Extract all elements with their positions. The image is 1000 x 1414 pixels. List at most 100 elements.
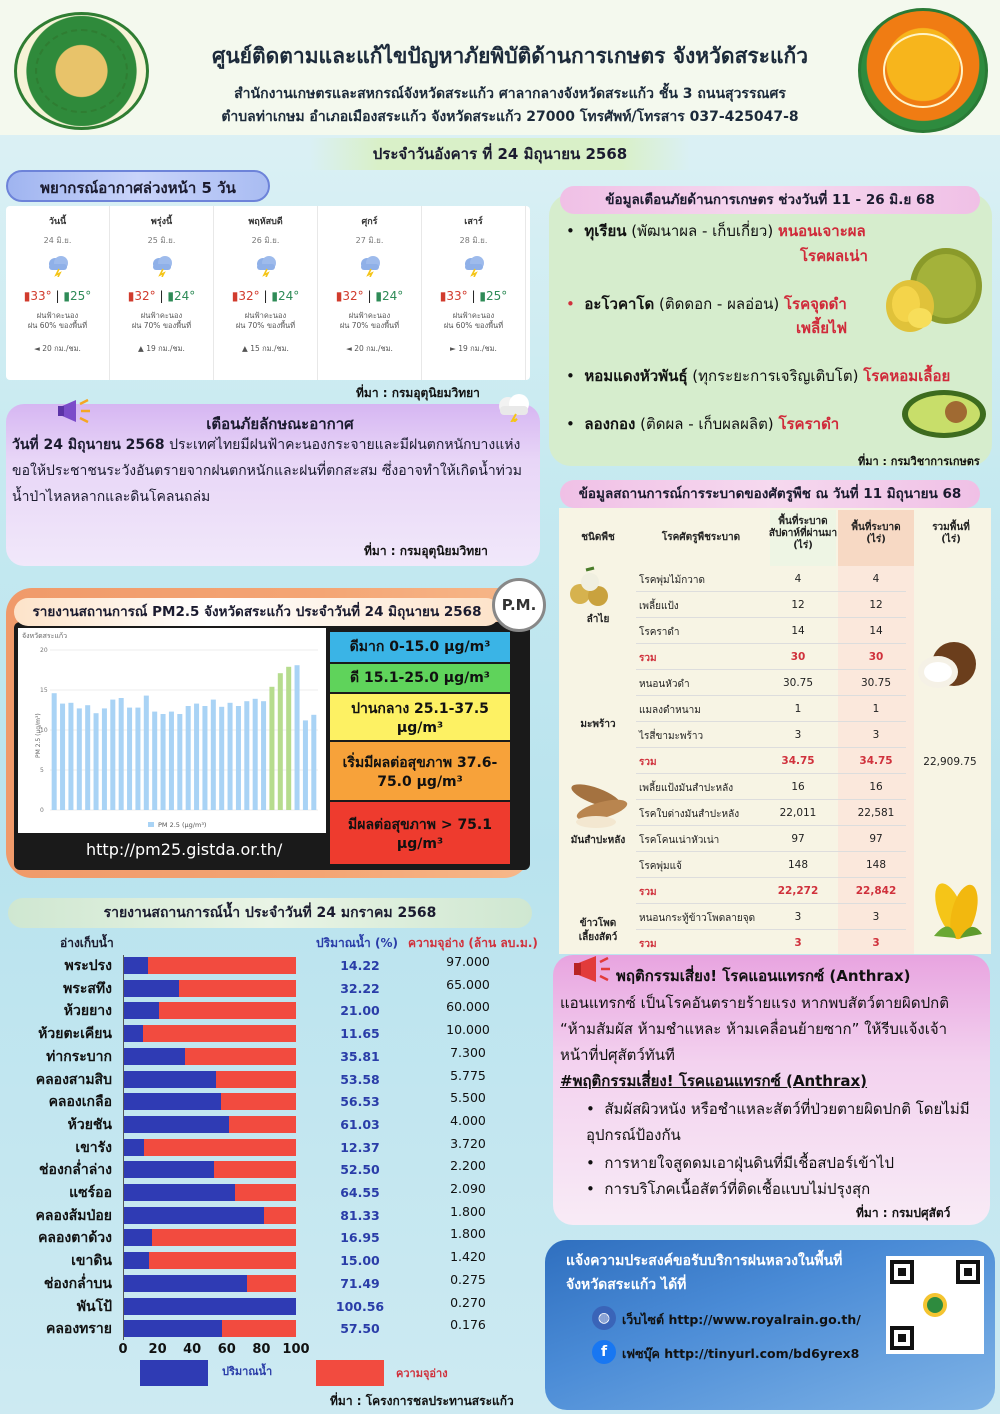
pest-total: 22,909.75	[923, 756, 977, 768]
reservoir-name: คลองสามสิบ	[35, 1071, 112, 1088]
pest-crop-longan: ลำไย	[586, 614, 610, 625]
reservoir-bar	[123, 1320, 296, 1338]
forecast-rain-type: ฝนฟ้าคะนอง	[452, 311, 495, 320]
reservoir-bar	[123, 1115, 296, 1133]
anthrax-box	[553, 955, 990, 1225]
pest-area-last-week: 22,272	[777, 885, 819, 897]
pm25-bar	[269, 686, 275, 810]
pest-col-b-bg	[838, 566, 914, 954]
pest-row-divider	[636, 877, 906, 878]
pm25-bar	[68, 702, 74, 810]
pest-area-current: 16	[869, 781, 883, 793]
pm25-bar	[160, 714, 166, 810]
pest-crop-coconut: มะพร้าว	[580, 719, 616, 730]
reservoir-percent: 15.00	[340, 1253, 380, 1269]
thermometer-icon: ▮	[167, 289, 174, 303]
megaphone-icon	[56, 394, 96, 428]
reservoir-name: เขาดิน	[71, 1253, 112, 1270]
legend-fill-swatch	[140, 1360, 208, 1386]
reservoir-bar-fill	[123, 1274, 247, 1292]
reservoir-bar	[123, 957, 296, 974]
forecast-rain-type: ฝนฟ้าคะนอง	[244, 311, 287, 320]
thermometer-icon: ▮	[335, 289, 343, 303]
forecast-rain-type: ฝนฟ้าคะนอง	[348, 311, 391, 320]
royal-rain-website[interactable]: เว็บไซต์ http://www.royalrain.go.th/	[622, 1312, 861, 1327]
pest-name: โรคโคนเน่าหัวเน่า	[639, 835, 720, 846]
reservoir-name: ช่องกล่ำบน	[43, 1275, 112, 1292]
reservoir-capacity: 60.000	[446, 999, 490, 1015]
reservoir-percent: 100.56	[335, 1298, 385, 1314]
reservoir-percent: 81.33	[340, 1207, 380, 1223]
forecast-temp-high: 33°	[30, 289, 52, 303]
pm25-url[interactable]: http://pm25.gistda.or.th/	[86, 840, 283, 859]
anthrax-title: พฤติกรรมเสี่ยง! โรคแอนแทรกซ์ (Anthrax)	[616, 967, 911, 985]
pest-row-divider	[636, 591, 906, 592]
pm25-chart-label: จังหวัดสระแก้ว	[22, 632, 67, 640]
legend-cap-swatch	[316, 1360, 384, 1386]
pest-area-last-week: 34.75	[781, 755, 815, 767]
reservoir-percent: 61.03	[340, 1116, 380, 1132]
royal-rain-text-1: แจ้งความประสงค์ขอรับบริการฝนหลวงในพื้นที…	[566, 1253, 843, 1269]
pest-area-current: 3	[872, 937, 880, 949]
longan-image	[566, 566, 614, 610]
reservoir-percent: 71.49	[340, 1275, 380, 1291]
reservoir-capacity: 7.300	[450, 1044, 486, 1060]
weather-alert-text: วันที่ 24 มิถุนายน 2568 ประเทศไทยมีฝนฟ้า…	[12, 432, 537, 510]
reservoir-capacity: 0.270	[450, 1294, 486, 1310]
pest-area-last-week: 3	[794, 911, 802, 923]
anthrax-source: ที่มา : กรมปศุสัตว์	[856, 1206, 951, 1220]
reservoir-capacity: 2.090	[450, 1181, 486, 1196]
reservoir-percent: 57.50	[340, 1321, 380, 1337]
pest-name: โรคพุ่มแจ้	[639, 861, 682, 872]
reservoir-bar	[123, 1002, 296, 1020]
forecast-temp-high: 33°	[446, 289, 468, 303]
province-logo	[858, 8, 988, 133]
pest-crop-corn: ข้าวโพด	[579, 918, 617, 929]
pest-area-current: 34.75	[859, 755, 893, 767]
pm25-bar	[60, 703, 66, 810]
reservoir-bar-fill	[123, 979, 179, 997]
pest-area-last-week: 148	[787, 859, 809, 871]
forecast-temp-low: 24°	[277, 289, 300, 303]
pest-row-divider	[636, 773, 906, 774]
reservoir-capacity: 10.000	[446, 1022, 490, 1038]
pm25-bar	[152, 711, 158, 810]
warning-item-avocado-disease-2: เพลี้ยไฟ	[796, 319, 848, 337]
reservoir-percent: 21.00	[340, 1003, 380, 1019]
qr-code[interactable]	[886, 1256, 984, 1354]
forecast-rain-chance: ฝน 70% ของพื้นที่	[339, 321, 400, 330]
thermometer-icon: ▮	[63, 289, 70, 303]
weather-alert-source: ที่มา : กรมอุตุนิยมวิทยา	[364, 544, 488, 558]
pest-head-b: พื้นที่ระบาด (ไร่)	[851, 522, 901, 545]
forecast-day-name: วันนี้	[48, 217, 67, 227]
forecast-day-name: พฤหัสบดี	[248, 217, 283, 227]
forecast-temp-low: 24°	[173, 289, 196, 303]
reservoir-capacity: 65.000	[446, 976, 490, 992]
forecast-temp-low: 25°	[69, 289, 92, 303]
reservoir-name: พระสทึง	[63, 980, 112, 997]
pest-area-current: 3	[872, 729, 880, 741]
reservoir-bar	[123, 1252, 296, 1270]
pest-area-last-week: 3	[794, 937, 802, 949]
reservoir-capacity: 4.000	[450, 1112, 486, 1128]
forecast-rain-chance: ฝน 70% ของพื้นที่	[235, 321, 296, 330]
pest-row-divider	[636, 799, 906, 800]
pest-row-divider	[636, 669, 906, 670]
legend-fill-label: ปริมาณน้ำ	[222, 1365, 273, 1378]
forecast-panel: วันนี้ 24 มิ.ย. ▮33° | ▮25° ฝนฟ้าคะนอง ฝน 60…	[6, 206, 530, 380]
royal-rain-facebook[interactable]: เฟซบุ๊ค http://tinyurl.com/bd6yrex8	[622, 1346, 860, 1361]
reservoir-percent: 56.53	[340, 1094, 380, 1110]
pm25-bar	[101, 708, 107, 810]
office-address-line-2: ตำบลท่าเกษม อำเภอเมืองสระแก้ว จังหวัดสระ…	[221, 109, 799, 125]
reservoir-capacity: 5.775	[450, 1067, 486, 1083]
reservoir-percent: 16.95	[340, 1230, 380, 1246]
pest-area-last-week: 12	[791, 599, 805, 611]
water-axis-tick: 0	[118, 1342, 128, 1357]
forecast-title: พยากรณ์อากาศล่วงหน้า 5 วัน	[6, 170, 270, 202]
water-title: รายงานสถานการณ์น้ำ ประจำวันที่ 24 มกราคม…	[8, 898, 532, 928]
reservoir-bar-fill	[123, 1297, 296, 1315]
pest-name: เพลี้ยแป้ง	[639, 601, 679, 612]
water-axis-tick: 80	[252, 1342, 271, 1357]
header: ศูนย์ติดตามและแก้ไขปัญหาภัยพิบัติด้านการ…	[0, 0, 1000, 135]
forecast-wind: ▲ 19 กม./ชม.	[138, 344, 185, 353]
